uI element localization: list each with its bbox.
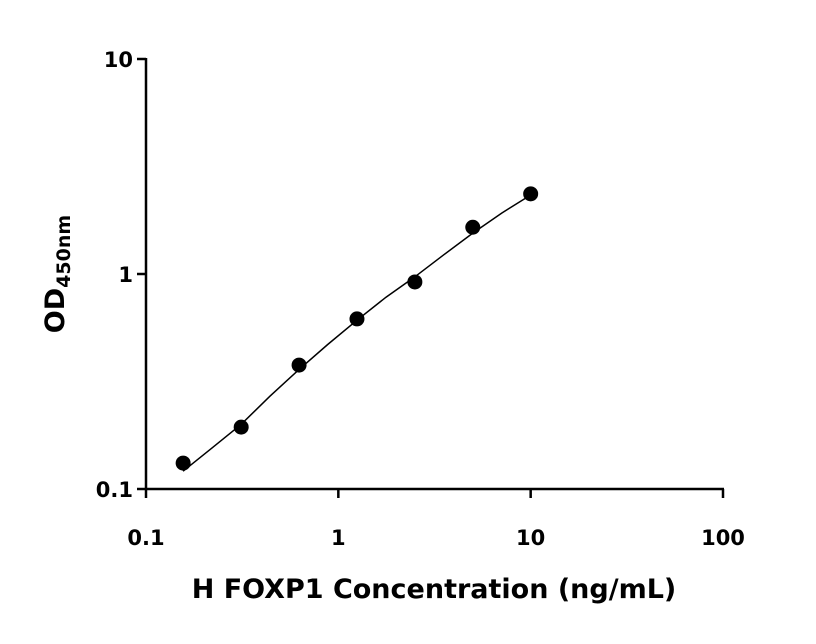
y-tick-label: 0.1 — [96, 478, 133, 502]
data-point — [175, 455, 191, 471]
data-point — [523, 186, 539, 202]
data-point — [291, 357, 307, 373]
x-tick-label: 1 — [331, 526, 346, 550]
x-tick-label: 100 — [701, 526, 745, 550]
y-axis-title-sub: 450nm — [53, 215, 75, 288]
data-point — [465, 219, 481, 235]
data-point — [407, 274, 423, 290]
x-tick-label: 10 — [516, 526, 545, 550]
y-axis-title: OD450nm — [40, 215, 75, 333]
x-axis-title: H FOXP1 Concentration (ng/mL) — [192, 574, 677, 605]
data-point — [233, 419, 249, 435]
x-tick-label: 0.1 — [127, 526, 164, 550]
y-tick-label: 10 — [104, 48, 133, 72]
y-axis-title-main: OD — [40, 288, 71, 333]
y-tick-label: 1 — [118, 263, 133, 287]
data-point — [349, 311, 365, 327]
